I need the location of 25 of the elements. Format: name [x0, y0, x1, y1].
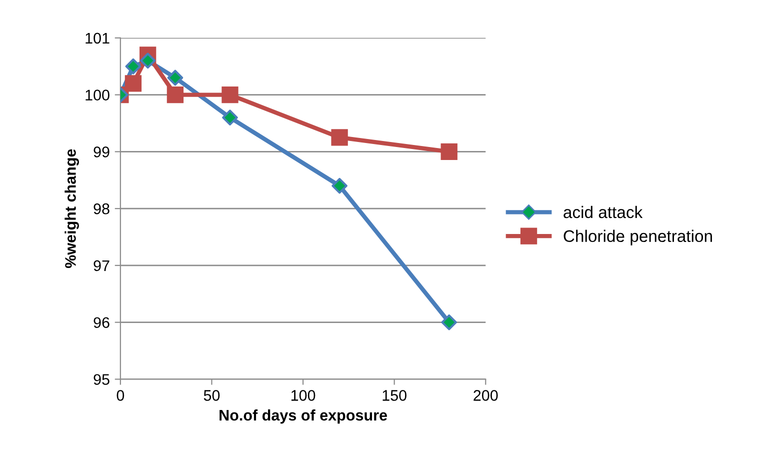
x-axis-title: No.of days of exposure: [220, 409, 387, 424]
y-tick-label: 95: [94, 374, 110, 385]
y-axis-title: %weight change: [64, 149, 79, 268]
point: [140, 52, 156, 69]
point: [166, 86, 184, 104]
legend-label: acid attack: [564, 206, 643, 218]
point: [331, 129, 348, 146]
x-tick-label: 100: [291, 390, 316, 401]
y-tick-label: 96: [94, 317, 110, 328]
legend-label: Chloride penetration: [564, 230, 712, 246]
x-tick-label: 50: [204, 390, 220, 401]
point: [332, 178, 348, 194]
point: [222, 110, 238, 126]
y-tick-label: 98: [94, 203, 110, 214]
point: [222, 86, 238, 104]
x-tick-label: 0: [116, 390, 124, 401]
point: [167, 70, 184, 86]
point: [440, 143, 458, 160]
y-tick-label: 101: [86, 32, 110, 44]
x-tick-label: 200: [474, 390, 498, 401]
y-tick-label: 99: [94, 146, 110, 158]
point: [124, 75, 142, 92]
x-tick-label: 150: [382, 390, 406, 401]
y-tick-label: 97: [94, 260, 110, 272]
y-tick-label: 100: [86, 90, 110, 100]
